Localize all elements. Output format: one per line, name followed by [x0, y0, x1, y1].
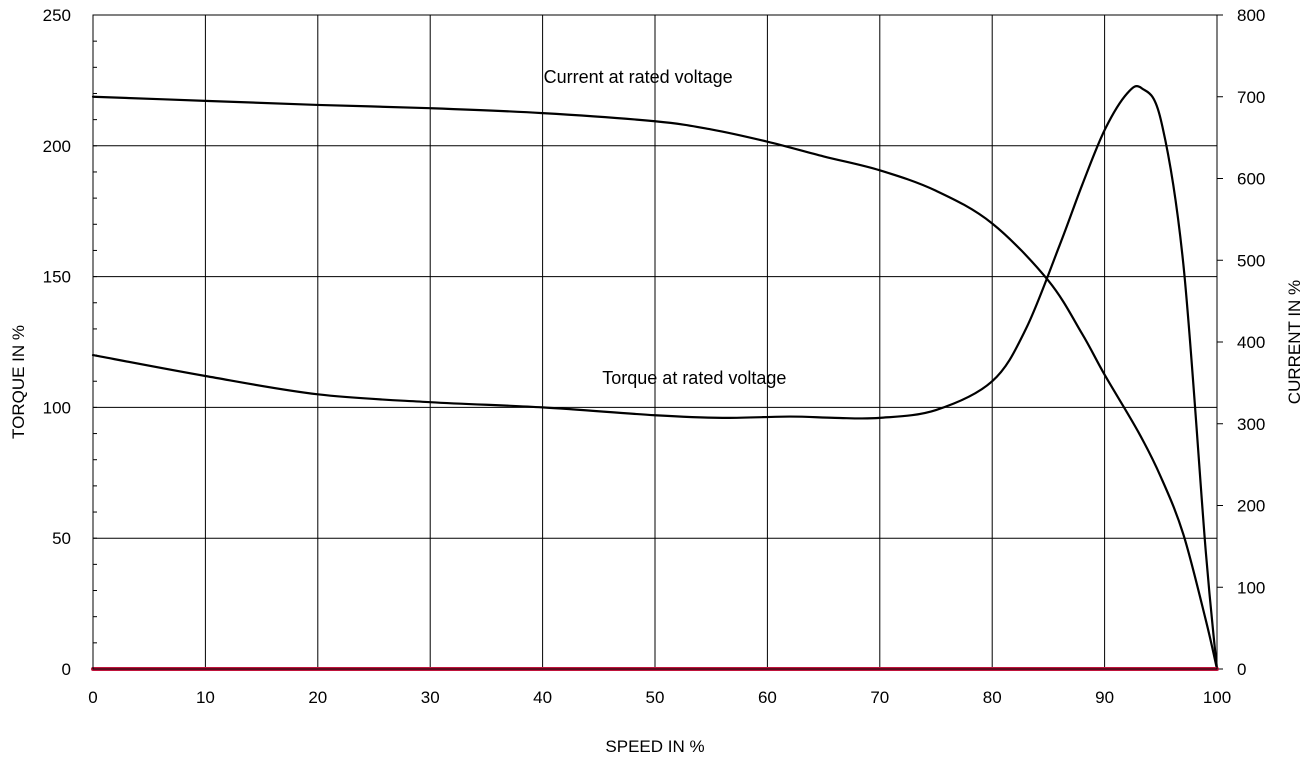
y-tick-label-left: 150 — [43, 268, 71, 287]
x-tick-label: 0 — [88, 688, 97, 707]
x-tick-label: 20 — [308, 688, 327, 707]
annotation-torque: Torque at rated voltage — [602, 368, 786, 388]
series-current-line — [91, 95, 1219, 671]
x-tick-label: 50 — [646, 688, 665, 707]
y-tick-label-right: 800 — [1237, 6, 1265, 25]
y-tick-label-right: 400 — [1237, 333, 1265, 352]
x-tick-label: 10 — [196, 688, 215, 707]
y-axis-title-right: CURRENT IN % — [1285, 280, 1304, 404]
y-axis-title-left: TORQUE IN % — [9, 325, 28, 439]
y-tick-label-right: 200 — [1237, 497, 1265, 516]
y-tick-label-right: 0 — [1237, 660, 1246, 679]
x-tick-label: 90 — [1095, 688, 1114, 707]
y-tick-label-left: 50 — [52, 529, 71, 548]
x-tick-label: 60 — [758, 688, 777, 707]
y-tick-label-right: 700 — [1237, 88, 1265, 107]
x-tick-label: 100 — [1203, 688, 1231, 707]
x-tick-label: 70 — [870, 688, 889, 707]
series-torque-line — [91, 85, 1219, 671]
x-axis-title: SPEED IN % — [605, 737, 704, 756]
y-tick-label-right: 600 — [1237, 170, 1265, 189]
y-tick-label-left: 0 — [62, 660, 71, 679]
y-tick-label-left: 100 — [43, 398, 71, 417]
x-tick-label: 40 — [533, 688, 552, 707]
x-tick-label: 80 — [983, 688, 1002, 707]
annotation-current: Current at rated voltage — [544, 67, 733, 87]
y-tick-label-right: 300 — [1237, 415, 1265, 434]
plot-frame — [92, 14, 1218, 670]
grid-lines — [92, 14, 1223, 670]
y-tick-label-left: 200 — [43, 137, 71, 156]
y-tick-label-left: 250 — [43, 6, 71, 25]
y-tick-label-right: 500 — [1237, 251, 1265, 270]
x-tick-label: 30 — [421, 688, 440, 707]
y-tick-label-right: 100 — [1237, 578, 1265, 597]
tick-labels: 0 10 20 30 40 50 60 70 80 90 100 0 50 100 150 200 250 0 10… — [43, 6, 1266, 707]
